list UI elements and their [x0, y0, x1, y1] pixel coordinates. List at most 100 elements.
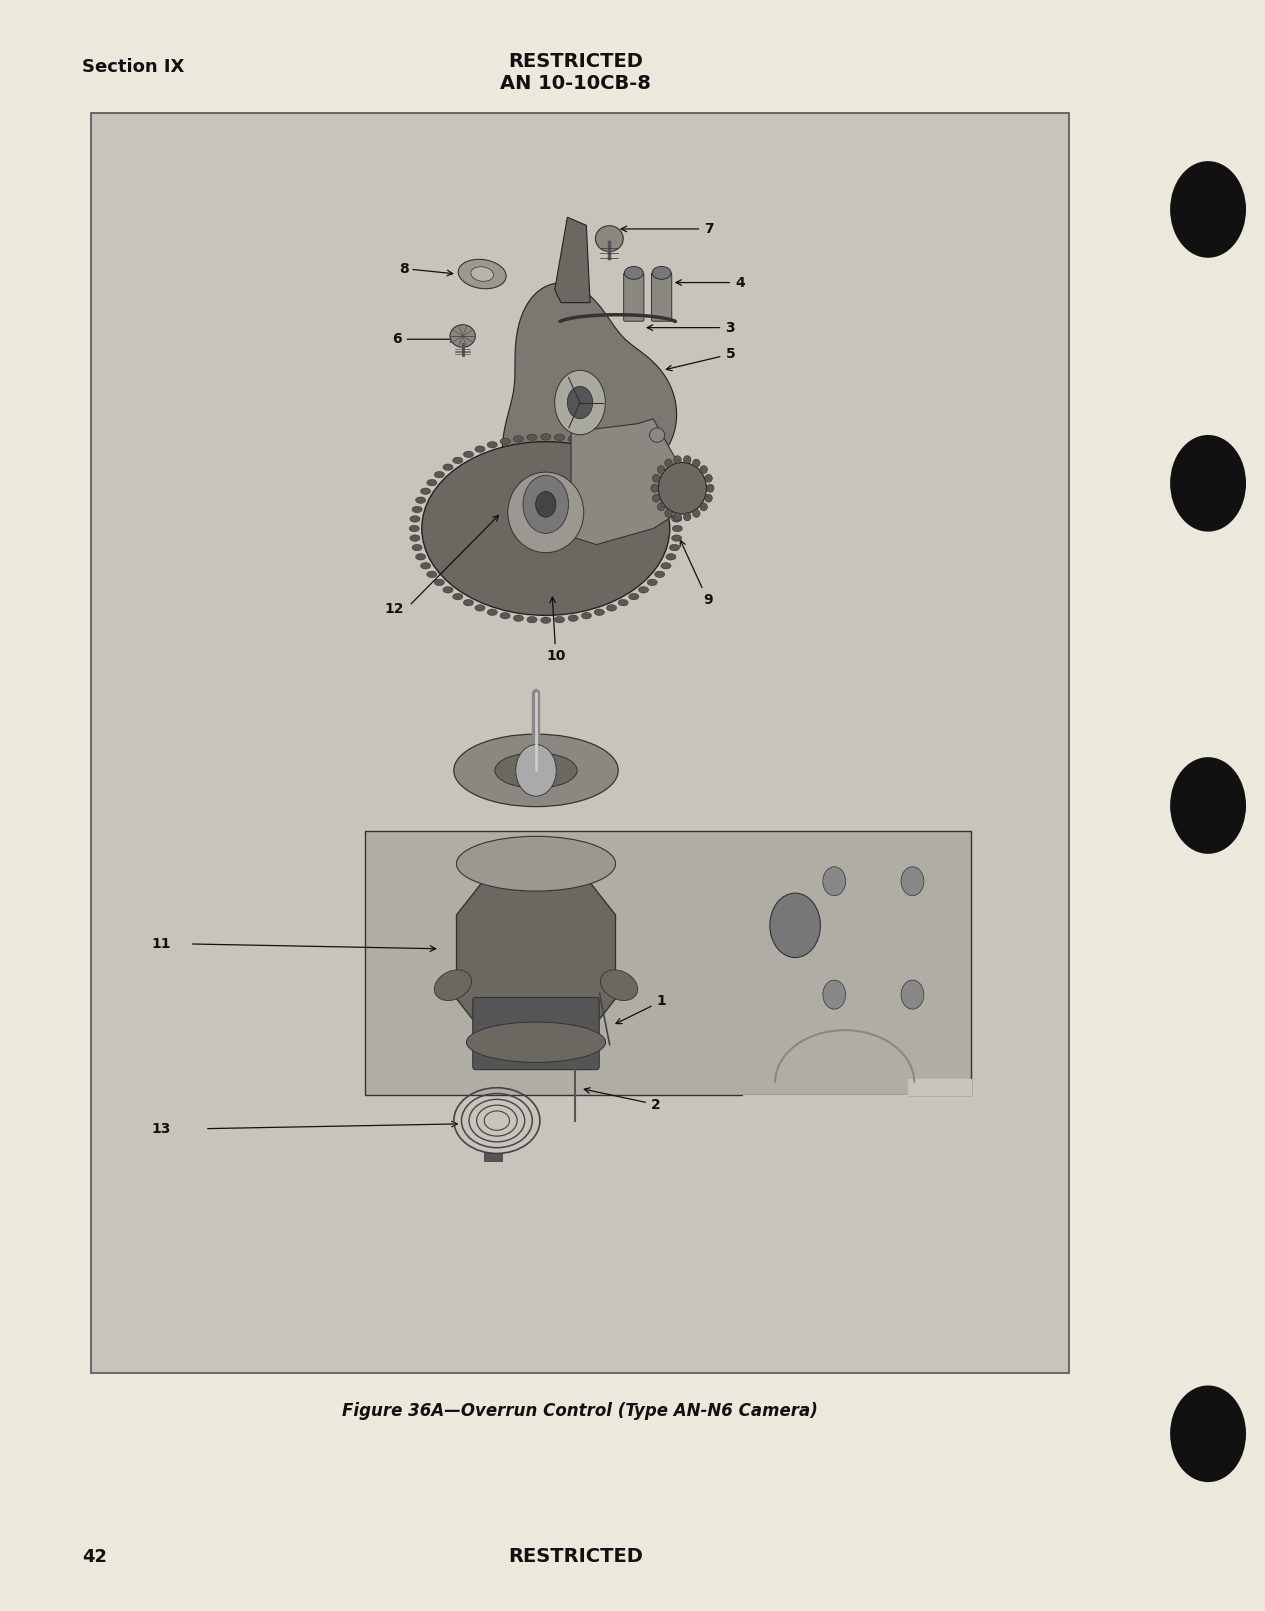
- Ellipse shape: [568, 615, 578, 622]
- Ellipse shape: [706, 485, 713, 493]
- Ellipse shape: [500, 612, 510, 619]
- Circle shape: [522, 475, 568, 533]
- Circle shape: [555, 371, 605, 435]
- Ellipse shape: [514, 435, 524, 441]
- Ellipse shape: [619, 451, 629, 458]
- Ellipse shape: [582, 438, 592, 445]
- Ellipse shape: [655, 572, 665, 578]
- FancyBboxPatch shape: [624, 272, 644, 321]
- Ellipse shape: [606, 446, 616, 453]
- Ellipse shape: [500, 438, 510, 445]
- Ellipse shape: [595, 609, 605, 615]
- Bar: [91, 113, 1069, 1373]
- Ellipse shape: [664, 459, 672, 467]
- Text: 9: 9: [681, 540, 712, 607]
- Text: 2: 2: [584, 1087, 660, 1112]
- Ellipse shape: [426, 480, 436, 487]
- Ellipse shape: [507, 472, 583, 553]
- Ellipse shape: [458, 259, 506, 288]
- Polygon shape: [457, 855, 616, 1058]
- Ellipse shape: [629, 458, 639, 464]
- Ellipse shape: [514, 615, 524, 622]
- Text: 4: 4: [676, 275, 745, 290]
- Circle shape: [568, 387, 592, 419]
- Ellipse shape: [692, 509, 700, 517]
- Ellipse shape: [568, 435, 578, 441]
- Ellipse shape: [629, 593, 639, 599]
- Ellipse shape: [416, 554, 426, 561]
- Ellipse shape: [474, 604, 484, 611]
- Ellipse shape: [700, 466, 707, 474]
- Polygon shape: [502, 284, 677, 511]
- Ellipse shape: [658, 503, 665, 511]
- Polygon shape: [554, 217, 589, 303]
- Ellipse shape: [700, 503, 707, 511]
- Ellipse shape: [554, 617, 564, 623]
- Ellipse shape: [665, 496, 676, 503]
- Ellipse shape: [672, 525, 682, 532]
- Ellipse shape: [674, 512, 682, 520]
- Ellipse shape: [434, 580, 444, 586]
- Circle shape: [516, 744, 557, 796]
- Ellipse shape: [463, 451, 473, 458]
- Text: RESTRICTED: RESTRICTED: [509, 1547, 643, 1566]
- Ellipse shape: [660, 488, 670, 495]
- Text: 8: 8: [398, 263, 409, 275]
- Ellipse shape: [625, 266, 644, 279]
- Ellipse shape: [454, 735, 619, 807]
- Ellipse shape: [528, 433, 538, 440]
- Ellipse shape: [692, 459, 700, 467]
- Ellipse shape: [705, 474, 712, 482]
- Ellipse shape: [554, 433, 564, 440]
- Ellipse shape: [672, 535, 682, 541]
- Ellipse shape: [443, 586, 453, 593]
- Ellipse shape: [420, 488, 430, 495]
- Ellipse shape: [528, 617, 538, 623]
- Text: 42: 42: [82, 1548, 108, 1566]
- Circle shape: [1170, 435, 1246, 532]
- Ellipse shape: [410, 535, 420, 541]
- Text: 13: 13: [152, 1121, 171, 1136]
- Ellipse shape: [412, 545, 423, 551]
- Ellipse shape: [443, 464, 453, 470]
- Ellipse shape: [619, 599, 629, 606]
- Ellipse shape: [658, 466, 665, 474]
- Ellipse shape: [705, 495, 712, 503]
- Ellipse shape: [467, 1021, 606, 1062]
- Ellipse shape: [606, 604, 616, 611]
- Ellipse shape: [453, 593, 463, 599]
- Ellipse shape: [471, 267, 493, 282]
- Ellipse shape: [463, 599, 473, 606]
- Circle shape: [1170, 757, 1246, 854]
- Text: 3: 3: [648, 321, 735, 335]
- Ellipse shape: [453, 458, 463, 464]
- Ellipse shape: [658, 462, 706, 514]
- Text: AN 10-10CB-8: AN 10-10CB-8: [500, 74, 651, 93]
- Ellipse shape: [582, 612, 592, 619]
- Polygon shape: [744, 1079, 972, 1112]
- Ellipse shape: [495, 752, 577, 788]
- Text: 12: 12: [385, 603, 404, 615]
- Ellipse shape: [648, 580, 658, 586]
- Ellipse shape: [434, 970, 472, 1000]
- Text: 7: 7: [621, 222, 713, 235]
- Text: Section IX: Section IX: [82, 58, 185, 76]
- Ellipse shape: [601, 970, 638, 1000]
- Ellipse shape: [421, 441, 669, 615]
- Ellipse shape: [653, 495, 660, 503]
- Ellipse shape: [639, 464, 649, 470]
- Ellipse shape: [540, 433, 550, 440]
- Ellipse shape: [653, 474, 660, 482]
- Ellipse shape: [474, 446, 484, 453]
- FancyBboxPatch shape: [364, 831, 972, 1095]
- Ellipse shape: [674, 456, 682, 464]
- Ellipse shape: [669, 506, 679, 512]
- Ellipse shape: [672, 516, 682, 522]
- Circle shape: [1170, 1385, 1246, 1482]
- Ellipse shape: [649, 429, 664, 443]
- FancyBboxPatch shape: [651, 272, 672, 321]
- Circle shape: [770, 892, 821, 957]
- Ellipse shape: [434, 472, 444, 478]
- Ellipse shape: [412, 506, 423, 512]
- Text: 6: 6: [392, 332, 402, 346]
